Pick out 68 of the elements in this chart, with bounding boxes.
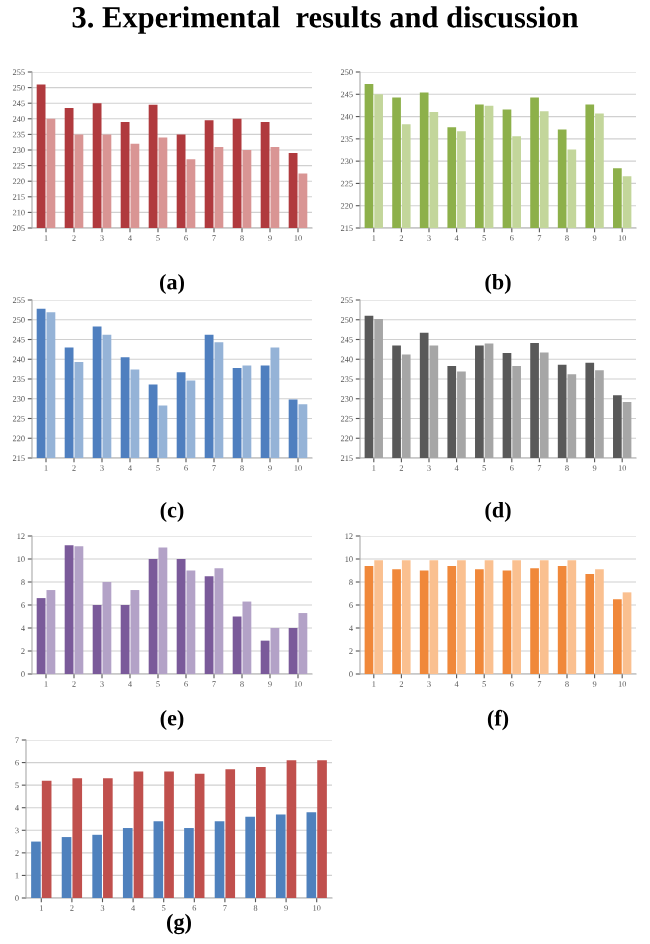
text: (f) [487,709,509,731]
bar [502,570,512,674]
bar [270,628,280,674]
text: (g) [167,913,191,935]
bar [298,613,308,674]
bar [103,778,113,898]
bar [419,570,429,674]
bar [475,569,484,674]
bar [595,569,604,674]
bar [260,640,270,674]
bar [158,547,168,674]
bar [317,760,327,898]
bar [613,599,622,674]
bar [41,780,52,898]
bar [92,834,102,898]
bar [31,841,41,898]
bar [232,616,242,674]
bar [74,546,84,674]
bar [622,592,632,674]
text: (b) [485,273,511,295]
bar [36,598,46,674]
bar [429,560,439,674]
bar [102,582,112,674]
text: (c) [160,501,184,523]
text: 3. Experimental results and discussion [72,6,579,34]
bar [122,828,133,898]
bar [148,559,158,674]
bar [374,560,383,674]
bar [512,560,521,674]
bar [288,628,298,674]
bar [133,771,144,898]
bar [225,769,236,898]
bar [364,565,374,674]
bar [457,560,466,674]
bar [242,601,252,674]
bar [204,576,214,674]
bar [275,814,286,898]
bar [447,565,457,674]
bar [130,590,140,674]
bar [164,771,174,898]
bar [557,565,567,674]
bar [484,560,494,674]
bar [72,778,83,898]
bar [539,560,549,674]
bar [46,590,56,674]
bar [401,560,411,674]
text: (a) [160,273,184,295]
bar [585,573,595,674]
bar [194,773,205,898]
bar [176,559,186,674]
bar [64,545,74,674]
bar [286,760,297,898]
bar [61,837,72,898]
bar [214,821,225,898]
text: (d) [485,501,511,523]
bar [184,828,194,898]
bar [153,821,164,898]
bar [567,560,577,674]
bar [256,767,266,898]
bar [214,568,224,674]
bar [306,812,317,898]
bar [245,816,255,898]
bar [530,568,539,674]
bar [120,605,130,674]
bar [92,605,102,674]
bar [392,569,401,674]
bar [186,570,196,674]
text: (e) [160,709,184,731]
